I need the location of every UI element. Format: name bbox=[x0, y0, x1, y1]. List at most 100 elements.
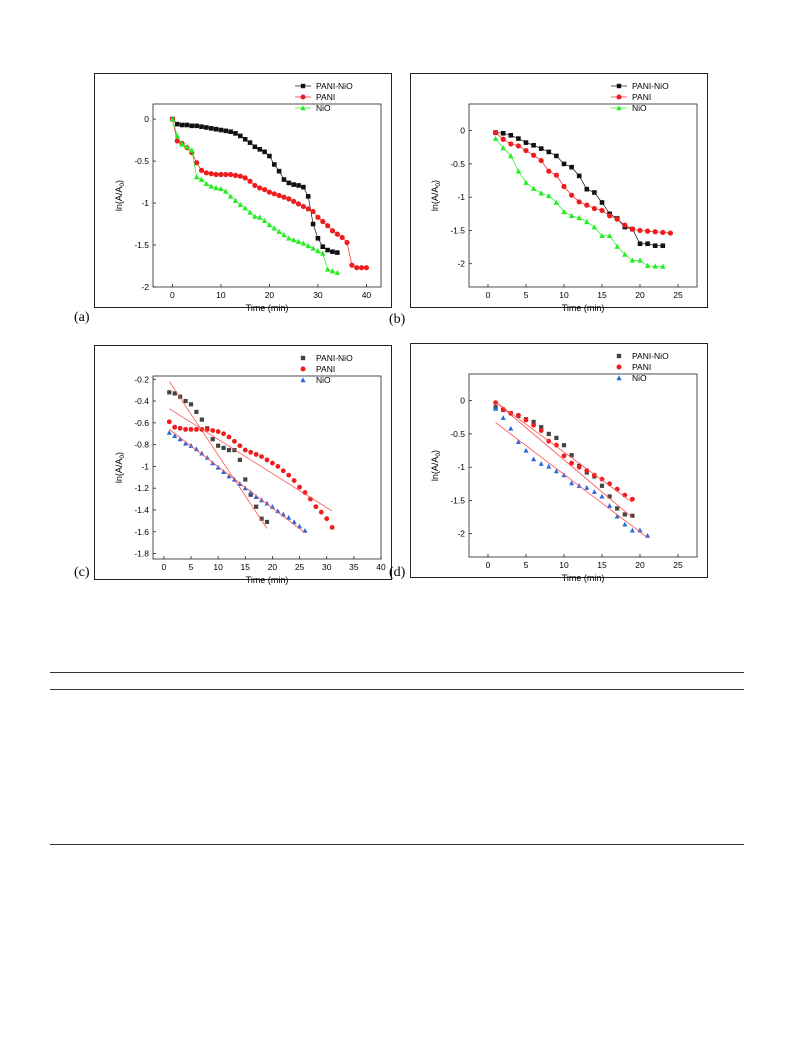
legend-marker bbox=[300, 83, 306, 89]
panel-label-c: (c) bbox=[74, 565, 90, 580]
chart-d-svg: 0 5 10 15 20 25 0 -0.5 -1 -1.5 -2 Time (min) ln(A/A0… bbox=[430, 351, 698, 583]
legend-marker bbox=[300, 366, 306, 372]
data-point bbox=[247, 140, 253, 145]
data-point bbox=[193, 446, 199, 452]
y-tick-label: -1 bbox=[141, 198, 149, 208]
y-tick-label: -1.6 bbox=[134, 527, 149, 537]
data-point bbox=[210, 428, 216, 433]
data-point bbox=[257, 214, 263, 220]
data-point bbox=[344, 239, 350, 246]
x-tick-label: 10 bbox=[559, 560, 569, 570]
data-point bbox=[291, 198, 297, 204]
data-point bbox=[232, 438, 237, 444]
y-tick-label: -0.6 bbox=[134, 418, 149, 428]
data-point bbox=[313, 504, 319, 510]
data-point bbox=[599, 232, 605, 239]
data-point bbox=[300, 203, 306, 210]
y-tick-label: 0 bbox=[144, 114, 149, 124]
data-point bbox=[310, 245, 316, 251]
data-point bbox=[269, 504, 275, 509]
x-axis-label: Time (min) bbox=[562, 303, 605, 313]
y-tick-label: -1.5 bbox=[134, 240, 149, 250]
x-tick-label: 25 bbox=[673, 290, 683, 300]
data-point bbox=[194, 426, 199, 432]
y-tick-label: 0 bbox=[460, 396, 465, 406]
legend-label: PANI-NiO bbox=[316, 81, 353, 91]
data-point bbox=[629, 257, 636, 263]
y-tick-label: -1.2 bbox=[134, 483, 149, 493]
x-tick-label: 10 bbox=[559, 290, 569, 300]
data-point bbox=[538, 461, 544, 466]
data-point bbox=[237, 457, 242, 462]
plot-frame bbox=[468, 373, 698, 558]
data-point bbox=[261, 187, 268, 193]
y-tick-label: -0.5 bbox=[450, 159, 465, 169]
data-point bbox=[329, 228, 336, 234]
data-point bbox=[271, 191, 277, 197]
data-point bbox=[300, 240, 307, 246]
data-point bbox=[576, 199, 582, 205]
data-point bbox=[630, 496, 635, 502]
data-point bbox=[257, 147, 263, 152]
data-point bbox=[193, 174, 200, 180]
data-point bbox=[203, 170, 209, 176]
data-point bbox=[223, 128, 229, 134]
data-point bbox=[644, 262, 651, 269]
data-point bbox=[363, 265, 370, 271]
data-point bbox=[276, 228, 282, 234]
data-point bbox=[645, 228, 651, 234]
data-point bbox=[275, 464, 281, 469]
data-point bbox=[584, 186, 590, 192]
data-point bbox=[508, 425, 514, 431]
data-point bbox=[554, 153, 559, 159]
data-point bbox=[516, 136, 521, 141]
data-point bbox=[248, 449, 254, 455]
series-pani bbox=[169, 116, 370, 271]
data-point bbox=[276, 192, 282, 199]
data-point bbox=[226, 434, 232, 440]
data-point bbox=[606, 232, 613, 239]
x-axis-label: Time (min) bbox=[246, 575, 289, 585]
data-point bbox=[584, 202, 590, 208]
data-point bbox=[233, 131, 238, 136]
data-point bbox=[189, 123, 195, 129]
data-point bbox=[622, 512, 627, 517]
x-tick-label: 20 bbox=[635, 560, 645, 570]
data-point bbox=[349, 262, 355, 268]
chart-b-svg: 0 5 10 15 20 25 0 -0.5 -1 -1.5 -2 Time (min) ln(A/A0… bbox=[430, 81, 698, 313]
y-tick-label: -1 bbox=[141, 461, 149, 471]
data-point bbox=[177, 425, 183, 431]
data-point bbox=[179, 122, 185, 128]
data-point bbox=[591, 224, 598, 230]
data-point bbox=[266, 221, 273, 228]
data-point bbox=[259, 454, 264, 460]
data-point bbox=[614, 513, 620, 519]
data-point bbox=[178, 394, 183, 399]
data-point bbox=[599, 200, 605, 205]
data-point bbox=[538, 146, 544, 151]
data-point bbox=[183, 440, 189, 446]
data-point bbox=[253, 494, 259, 500]
data-point bbox=[339, 234, 345, 241]
data-point bbox=[218, 127, 224, 133]
legend-marker bbox=[616, 353, 622, 359]
legend-marker bbox=[300, 377, 306, 383]
data-point bbox=[242, 485, 248, 491]
data-point bbox=[584, 485, 590, 490]
series-nio bbox=[493, 405, 651, 539]
data-point bbox=[248, 492, 253, 497]
data-point bbox=[500, 145, 506, 151]
data-point bbox=[569, 460, 574, 466]
y-tick-label: -2 bbox=[457, 259, 465, 269]
legend-label: PANI-NiO bbox=[316, 353, 353, 363]
data-point bbox=[228, 171, 234, 178]
data-point bbox=[174, 132, 180, 139]
data-point bbox=[320, 244, 326, 250]
data-point bbox=[599, 207, 605, 214]
x-tick-label: 15 bbox=[241, 562, 251, 572]
data-point bbox=[516, 412, 521, 418]
x-tick-label: 25 bbox=[295, 562, 305, 572]
y-axis-label: ln(A/A0) bbox=[430, 180, 442, 211]
data-point bbox=[500, 136, 506, 142]
y-tick-label: -1 bbox=[457, 462, 465, 472]
